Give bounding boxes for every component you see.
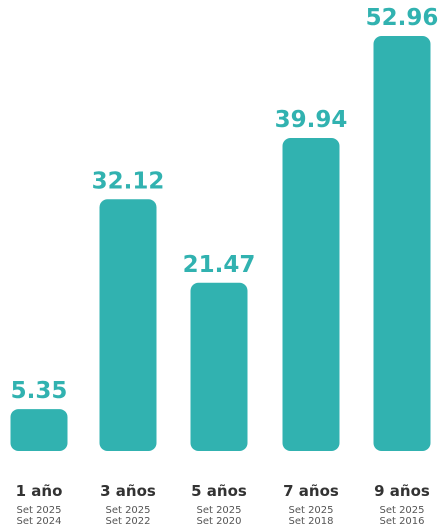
category-label-3: 5 años [191, 482, 247, 500]
date-range-4-start: Set 2018 [288, 516, 333, 527]
date-range-1-start: Set 2024 [16, 516, 61, 527]
value-label-3: 21.47 [183, 252, 256, 278]
bar-3 [190, 282, 248, 451]
date-range-4-end: Set 2025 [288, 505, 333, 516]
bars-group [10, 36, 431, 451]
date-range-3-end: Set 2025 [196, 505, 241, 516]
category-label-5: 9 años [374, 482, 430, 500]
bar-4 [282, 138, 340, 451]
category-label-2: 3 años [100, 482, 156, 500]
value-label-1: 5.35 [11, 378, 68, 404]
bar-1 [10, 409, 68, 451]
value-labels-group: 5.35 32.12 21.47 39.94 52.96 [11, 5, 439, 404]
date-range-5-end: Set 2025 [379, 505, 424, 516]
date-range-5-start: Set 2016 [379, 516, 424, 527]
date-range-2-start: Set 2022 [105, 516, 150, 527]
category-label-1: 1 año [16, 482, 63, 500]
date-range-3-start: Set 2020 [196, 516, 241, 527]
value-label-2: 32.12 [92, 168, 165, 194]
date-range-2-end: Set 2025 [105, 505, 150, 516]
bar-2 [99, 199, 157, 451]
value-label-4: 39.94 [275, 107, 348, 133]
date-range-1-end: Set 2025 [16, 505, 61, 516]
value-label-5: 52.96 [366, 5, 439, 31]
bar-5 [373, 36, 431, 451]
category-label-4: 7 años [283, 482, 339, 500]
